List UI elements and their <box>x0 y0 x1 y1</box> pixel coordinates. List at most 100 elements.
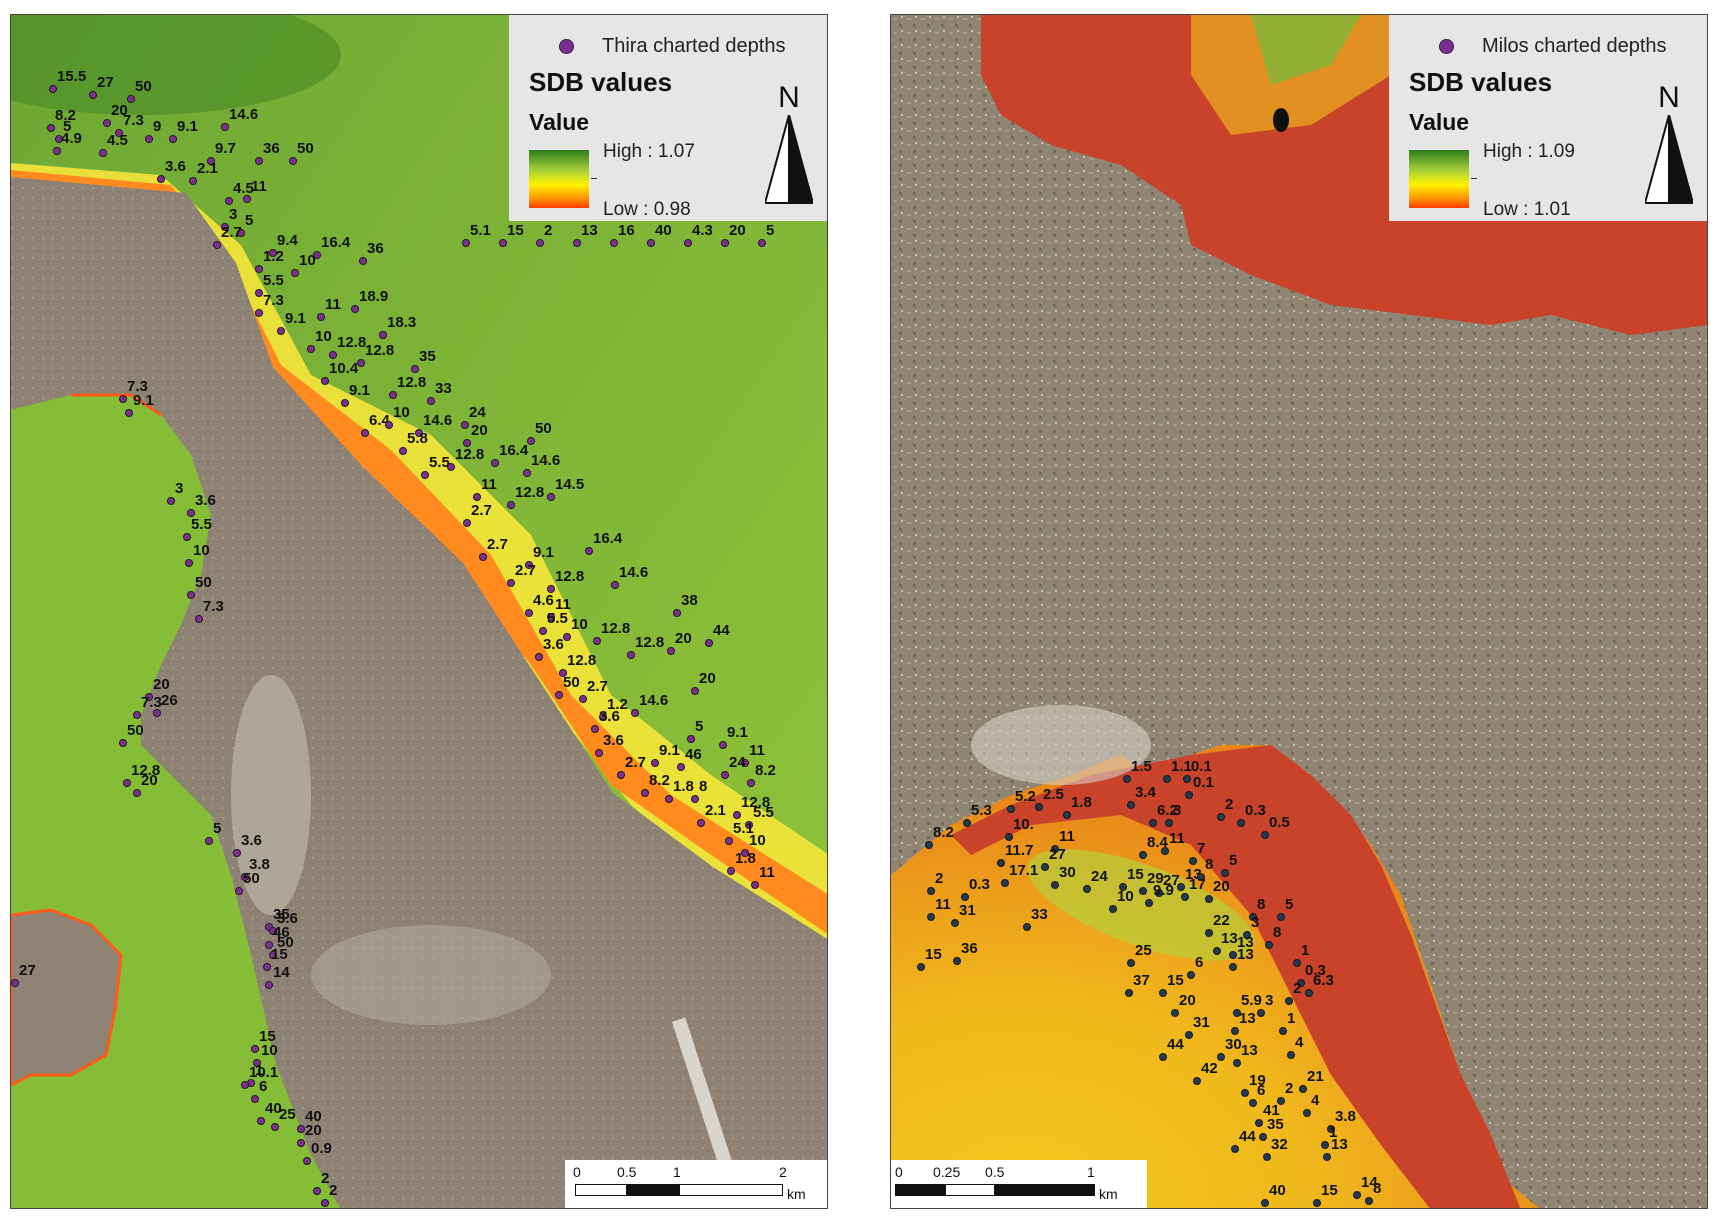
depth-point <box>460 420 469 429</box>
depth-label: 18.9 <box>359 288 388 305</box>
depth-label: 8.2 <box>933 824 954 841</box>
scale-tick-label: 0.25 <box>933 1164 961 1180</box>
depth-label: 5 <box>766 222 774 239</box>
depth-point <box>1162 775 1171 784</box>
depth-point <box>647 238 656 247</box>
depth-point <box>55 135 64 144</box>
depth-label: 14 <box>273 964 290 981</box>
depth-label: 11 <box>555 596 571 613</box>
depth-point <box>166 496 175 505</box>
depth-label: 20 <box>729 222 746 239</box>
depth-point <box>1182 775 1191 784</box>
depth-point <box>725 837 734 846</box>
depth-point <box>410 364 419 373</box>
depth-label: 32 <box>1271 1136 1288 1153</box>
depth-point <box>927 913 936 922</box>
milos-basemap <box>891 15 1707 1208</box>
depth-label: 11 <box>1169 830 1185 847</box>
north-label: N <box>1658 81 1680 114</box>
depth-point <box>1062 811 1071 820</box>
depth-label: 11 <box>251 178 267 195</box>
depth-label: 5.1 <box>470 222 491 239</box>
depth-label: 1 <box>1329 1124 1337 1141</box>
depth-point <box>358 256 367 265</box>
depth-point <box>1322 1153 1331 1162</box>
depth-label: 6.2 <box>1157 802 1178 819</box>
depth-label: 26 <box>161 692 178 709</box>
depth-point <box>1228 951 1237 960</box>
depth-label: 12.8 <box>397 374 426 391</box>
depth-point <box>1292 959 1301 968</box>
depth-label: 12.8 <box>567 652 596 669</box>
depth-label: 1.5 <box>1131 758 1152 775</box>
depth-point <box>240 873 249 882</box>
depth-label: 12.8 <box>337 334 366 351</box>
legend-color-ramp <box>529 150 589 208</box>
depth-label: 5 <box>695 718 703 735</box>
depth-label: 36 <box>961 940 978 957</box>
depth-point <box>506 579 515 588</box>
depth-point <box>234 887 243 896</box>
depth-label: 9 <box>153 118 161 135</box>
depth-label: 3.6 <box>543 636 564 653</box>
depth-label: 2.7 <box>487 536 508 553</box>
depth-point <box>1248 913 1257 922</box>
depth-label: 7 <box>1197 840 1205 857</box>
scale-tick-label: 0 <box>573 1164 581 1180</box>
depth-label: 10 <box>571 616 588 633</box>
depth-point <box>1204 895 1213 904</box>
depth-label: 20 <box>153 676 170 693</box>
depth-point <box>220 222 229 231</box>
depth-point <box>268 248 277 257</box>
depth-point <box>254 264 263 273</box>
legend-color-ramp <box>1409 150 1469 208</box>
depth-label: 9.1 <box>349 382 370 399</box>
depth-label: 13 <box>1241 1042 1258 1059</box>
depth-point <box>1144 899 1153 908</box>
depth-point <box>204 837 213 846</box>
depth-point <box>673 609 682 618</box>
depth-label: 17 <box>1189 876 1206 893</box>
depth-label: 14.6 <box>531 452 560 469</box>
depth-label: 3 <box>175 480 183 497</box>
depth-label: 9.9 <box>1153 882 1174 899</box>
depth-label: 10. <box>1013 816 1034 833</box>
depth-label: 10 <box>193 542 210 559</box>
thira-map[interactable]: 15.5 27 50 8.2 20 5 7.3 9 9.1 14.6 4.9 4.5 9.7 36 50 3.… <box>10 14 828 1209</box>
depth-label: 0.3 <box>969 876 990 893</box>
scale-unit: km <box>1099 1186 1118 1202</box>
depth-label: 2 <box>1225 796 1233 813</box>
depth-label: 2 <box>329 1182 337 1199</box>
depth-label: 11 <box>481 476 497 493</box>
depth-label: 3 <box>229 206 237 223</box>
depth-point <box>585 547 594 556</box>
depth-point <box>498 238 507 247</box>
depth-point <box>194 615 203 624</box>
depth-point <box>302 1157 311 1166</box>
depth-point <box>1312 1199 1321 1208</box>
depth-label: 50 <box>563 674 580 691</box>
depth-label: 7.3 <box>123 112 144 129</box>
depth-point <box>256 1117 265 1126</box>
depth-point <box>631 709 640 718</box>
depth-label: 1 <box>1287 1010 1295 1027</box>
depth-point <box>1276 913 1285 922</box>
depth-point <box>1007 805 1016 814</box>
depth-point-symbol <box>559 39 574 55</box>
depth-point <box>250 1095 259 1104</box>
depth-label: 1.1 <box>1171 758 1192 775</box>
north-arrow-icon: N <box>761 81 817 207</box>
depth-label: 2.5 <box>1043 786 1064 803</box>
depth-label: 2 <box>321 1170 329 1187</box>
depth-point <box>462 518 471 527</box>
depth-label: 1.2 <box>263 248 284 265</box>
milos-map[interactable]: 1.5 1.1 0.1 5.2 2.5 1.8 3.4 6.2 0.1 5.3 10. 11 3 2 0.3… <box>890 14 1708 1209</box>
depth-point <box>610 238 619 247</box>
depth-point <box>953 957 962 966</box>
depth-point <box>270 1123 279 1132</box>
depth-point <box>747 779 756 788</box>
depth-label: 12.8 <box>635 634 664 651</box>
depth-point <box>1180 893 1189 902</box>
depth-label: 5.5 <box>753 804 774 821</box>
depth-point <box>316 312 325 321</box>
